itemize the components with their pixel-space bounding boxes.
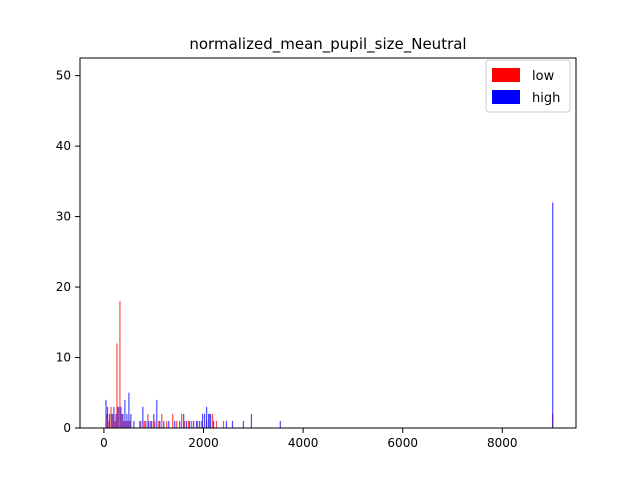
bar-high bbox=[111, 413, 113, 428]
bar-low bbox=[181, 413, 183, 428]
legend-swatch-low bbox=[492, 68, 520, 82]
bar-high bbox=[130, 413, 132, 428]
legend-swatch-high bbox=[492, 90, 520, 104]
bar-high bbox=[231, 420, 234, 428]
bar-low bbox=[118, 406, 120, 428]
bar-low bbox=[201, 420, 203, 428]
bar-low bbox=[215, 420, 218, 428]
bar-high bbox=[202, 413, 204, 428]
bar-low bbox=[112, 413, 114, 428]
bar-high bbox=[139, 420, 141, 428]
bar-low bbox=[154, 420, 156, 428]
bar-high bbox=[209, 413, 212, 428]
bar-high bbox=[205, 406, 208, 428]
bar-low bbox=[166, 420, 168, 428]
chart-title: normalized_mean_pupil_size_Neutral bbox=[189, 35, 466, 54]
bar-high bbox=[148, 420, 150, 428]
bar-high bbox=[168, 420, 170, 428]
bar-high bbox=[113, 406, 115, 428]
bar-high bbox=[250, 413, 253, 428]
bar-high bbox=[120, 406, 122, 428]
bar-high bbox=[124, 399, 126, 428]
bar-high bbox=[204, 413, 206, 428]
y-axis: 0 10 20 30 40 50 bbox=[56, 69, 80, 435]
bar-low bbox=[158, 420, 160, 428]
bar-high bbox=[225, 420, 228, 428]
bar-low bbox=[121, 413, 123, 428]
bar-low bbox=[140, 420, 142, 428]
x-tick-label: 8000 bbox=[487, 436, 518, 450]
y-tick-label: 50 bbox=[56, 69, 71, 83]
bar-low bbox=[125, 420, 127, 428]
y-tick-label: 10 bbox=[56, 351, 71, 365]
bar-high bbox=[552, 202, 554, 428]
y-tick-label: 20 bbox=[56, 280, 71, 294]
bar-high bbox=[156, 399, 158, 428]
bar-high bbox=[196, 420, 198, 428]
bar-high bbox=[106, 406, 109, 428]
bar-high bbox=[142, 406, 144, 428]
bar-low bbox=[151, 420, 153, 428]
x-axis: 0 2000 4000 6000 8000 bbox=[100, 428, 518, 450]
bar-low bbox=[116, 343, 118, 428]
bar-low bbox=[222, 420, 225, 428]
bar-high bbox=[212, 420, 215, 428]
bar-low bbox=[119, 301, 121, 428]
bar-low bbox=[161, 413, 163, 428]
bar-low bbox=[114, 420, 116, 428]
bar-high bbox=[128, 392, 130, 428]
bar-low bbox=[143, 420, 145, 428]
bar-high bbox=[153, 413, 155, 428]
bars-layer bbox=[105, 202, 554, 428]
y-tick-label: 40 bbox=[56, 139, 71, 153]
bar-high bbox=[105, 399, 107, 428]
bar-high bbox=[179, 420, 181, 428]
bar-low bbox=[123, 420, 125, 428]
y-tick-label: 0 bbox=[63, 421, 71, 435]
legend-label-low: low bbox=[532, 69, 555, 84]
plot-area-frame bbox=[79, 57, 577, 429]
bar-low bbox=[208, 413, 211, 428]
bar-high bbox=[108, 413, 111, 428]
bar-high bbox=[189, 420, 191, 428]
legend: low high bbox=[485, 59, 571, 113]
bar-high bbox=[186, 420, 188, 428]
bar-low bbox=[129, 420, 131, 428]
bar-low bbox=[127, 420, 129, 428]
bar-low bbox=[184, 420, 186, 428]
bar-high bbox=[122, 413, 124, 428]
bar-high bbox=[117, 406, 119, 428]
bar-high bbox=[163, 420, 165, 428]
bar-high bbox=[207, 413, 210, 428]
bar-low bbox=[147, 413, 149, 428]
bar-high bbox=[242, 420, 245, 428]
bar-high bbox=[279, 420, 281, 428]
bar-low bbox=[172, 413, 174, 428]
bar-low bbox=[211, 413, 214, 428]
bar-high bbox=[193, 420, 195, 428]
bar-low bbox=[188, 420, 190, 428]
bar-high bbox=[145, 420, 147, 428]
bar-high bbox=[133, 420, 135, 428]
x-tick-label: 2000 bbox=[188, 436, 219, 450]
bar-high bbox=[150, 420, 152, 428]
y-tick-label: 30 bbox=[56, 210, 71, 224]
bar-high bbox=[159, 420, 161, 428]
bar-high bbox=[115, 413, 117, 428]
x-tick-label: 6000 bbox=[387, 436, 418, 450]
bar-low bbox=[110, 406, 112, 428]
x-tick-label: 4000 bbox=[288, 436, 319, 450]
bar-high bbox=[183, 413, 185, 428]
legend-label-high: high bbox=[532, 91, 560, 106]
bar-low bbox=[191, 420, 193, 428]
x-tick-label: 0 bbox=[100, 436, 108, 450]
bar-high bbox=[126, 413, 128, 428]
bar-low bbox=[176, 420, 178, 428]
bar-high bbox=[174, 420, 176, 428]
bar-high bbox=[199, 420, 201, 428]
bar-low bbox=[197, 420, 199, 428]
